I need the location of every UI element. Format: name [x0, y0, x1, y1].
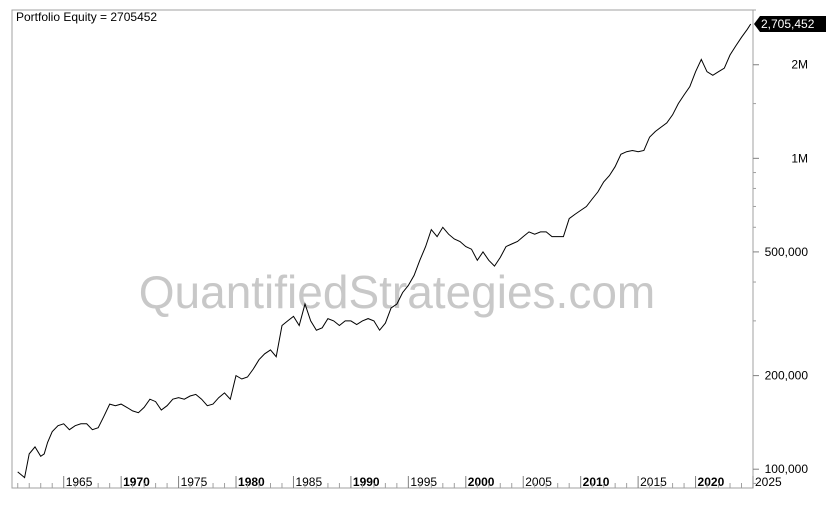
x-tick-label: 1975	[181, 475, 208, 489]
equity-line	[17, 23, 752, 479]
x-tick-label: 1990	[353, 475, 380, 489]
x-tick-label: 2020	[698, 475, 725, 489]
x-tick-label: 2025	[755, 475, 782, 489]
x-axis: 1965 1970 1975 1980 1985 1990 1995 2000 2005 2010…	[17, 475, 782, 489]
last-value-badge: 2,705,452	[754, 15, 826, 32]
x-tick-label: 1980	[238, 475, 265, 489]
x-tick-label: 2010	[583, 475, 610, 489]
y-tick-label: 200,000	[765, 369, 809, 383]
x-tick-label: 2015	[640, 475, 667, 489]
x-tick-label: 2000	[468, 475, 495, 489]
x-tick-label: 1970	[123, 475, 150, 489]
y-tick-label: 100,000	[765, 462, 809, 476]
legend-label: Portfolio Equity = 2705452	[16, 10, 157, 24]
last-value-badge-shape	[754, 15, 826, 32]
x-tick-label: 1965	[66, 475, 93, 489]
x-tick-label: 1995	[410, 475, 437, 489]
y-tick-label: 2M	[791, 58, 808, 72]
y-tick-label: 1M	[791, 151, 808, 165]
x-tick-label: 2005	[525, 475, 552, 489]
x-tick-label: 1985	[295, 475, 322, 489]
y-axis: 100,000 200,000 500,000 1M 2M	[753, 9, 809, 484]
plot-area	[11, 9, 754, 489]
last-value-badge-text: 2,705,452	[761, 17, 815, 31]
watermark-text: QuantifiedStrategies.com	[139, 266, 656, 318]
y-tick-label: 500,000	[765, 245, 809, 259]
